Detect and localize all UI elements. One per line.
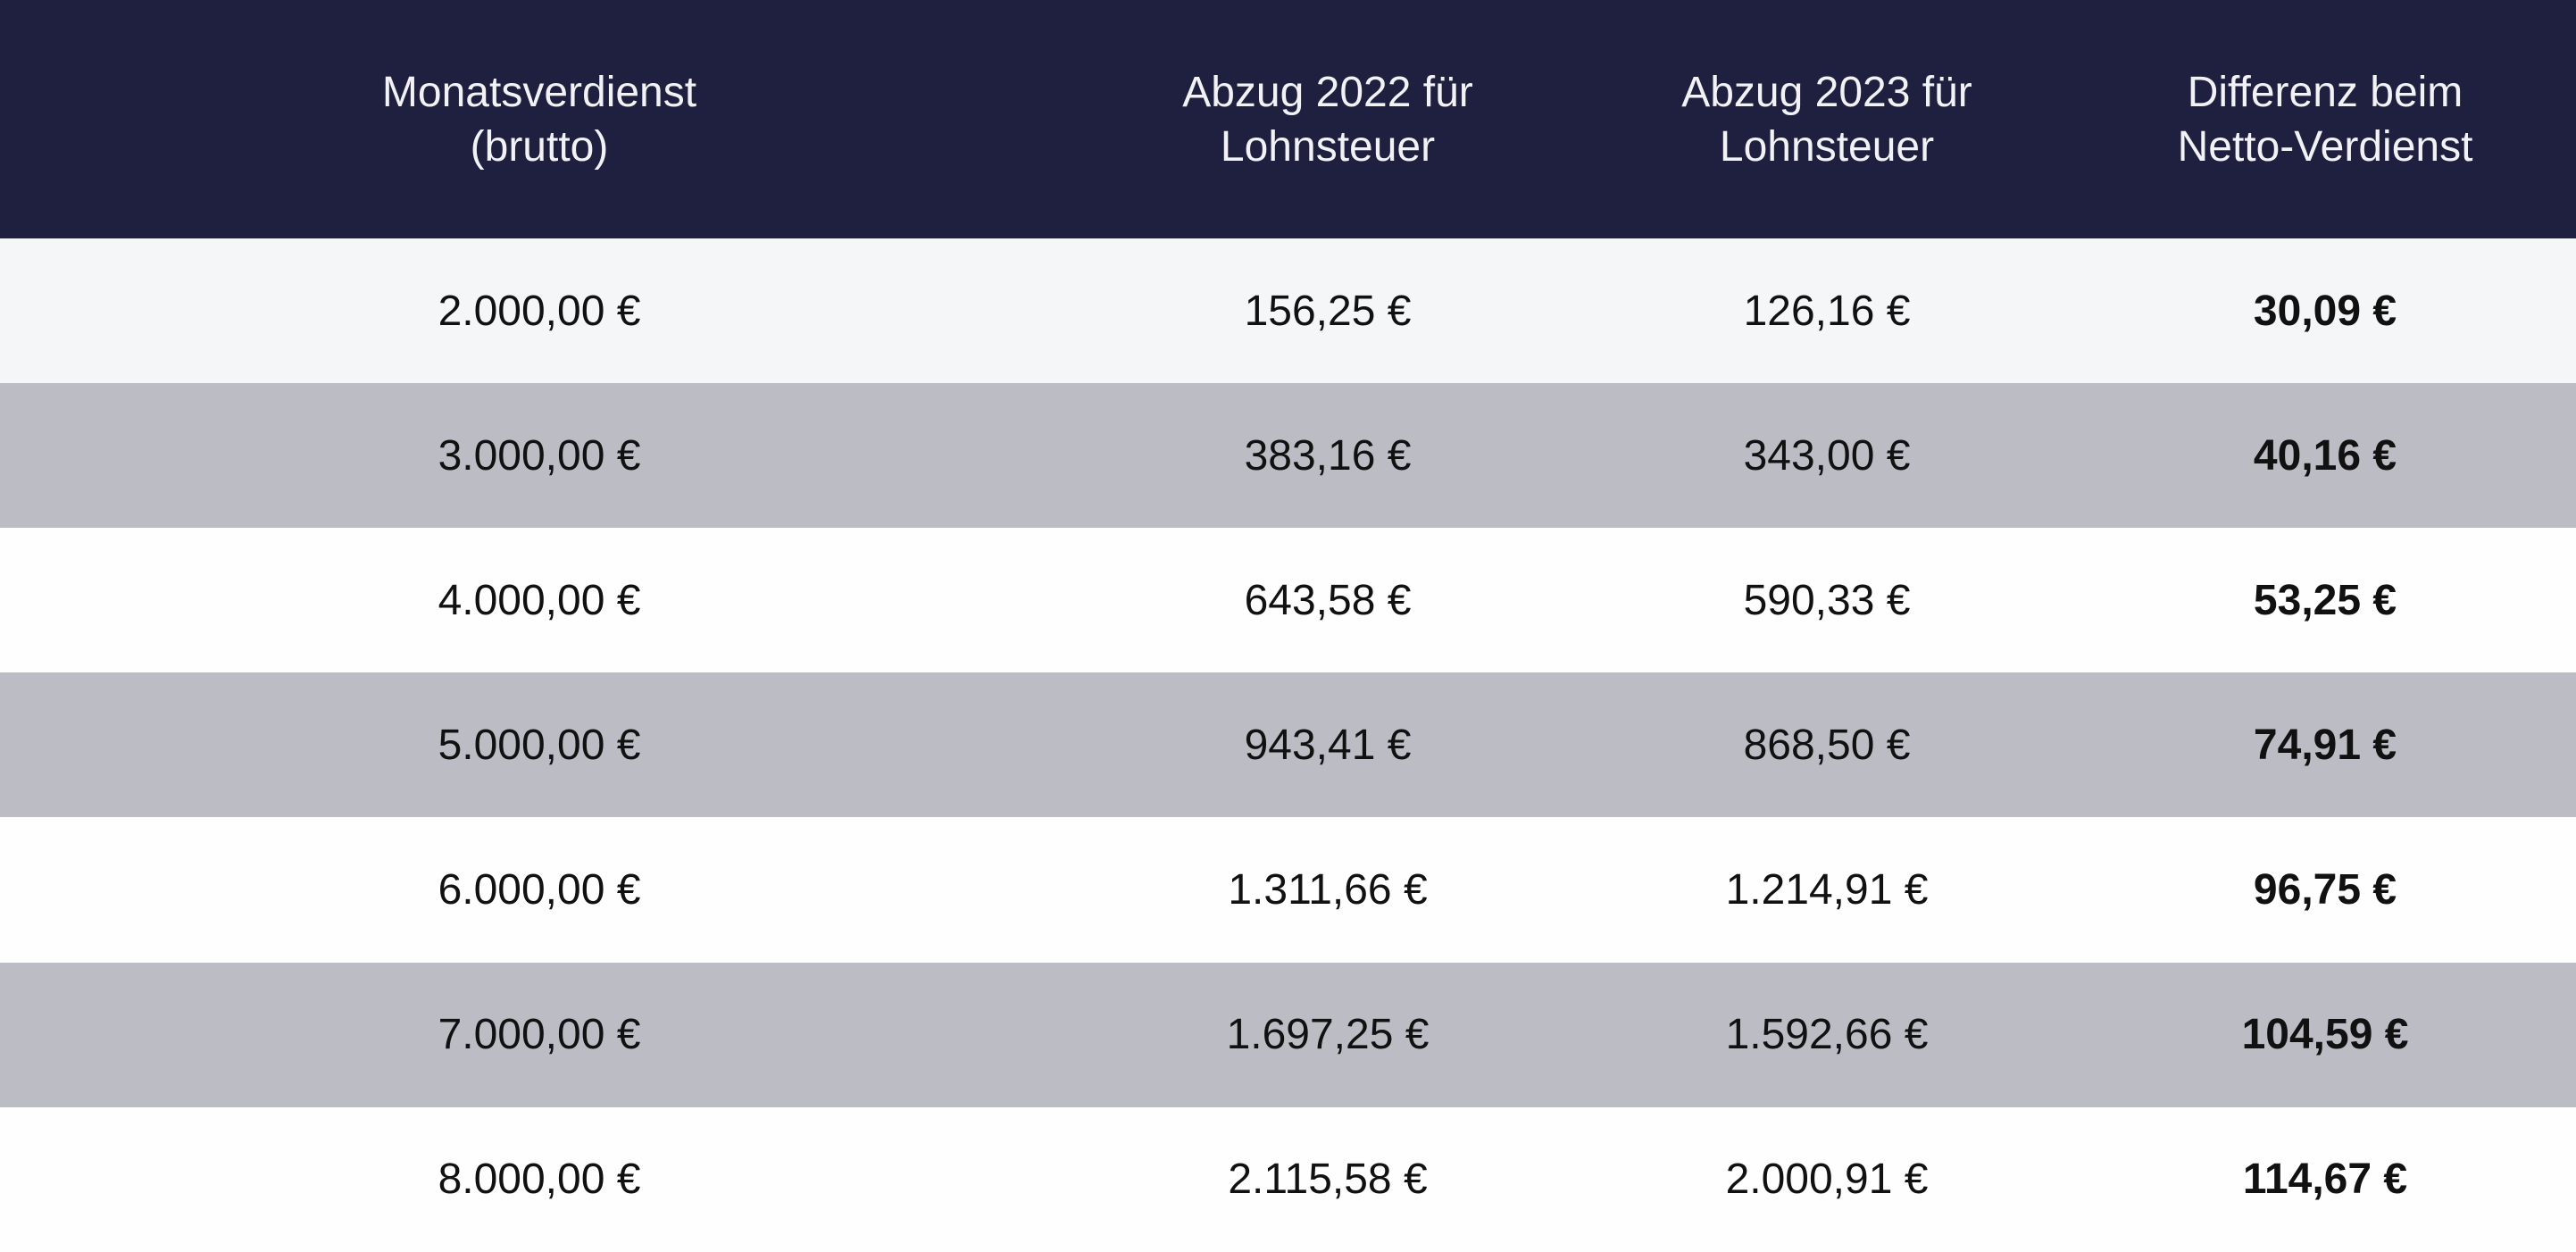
table-cell: 114,67 € (2242, 1156, 2408, 1204)
table-cell: 74,91 € (2253, 721, 2397, 769)
table-cell: 4.000,00 € (438, 576, 641, 624)
header-text: Monatsverdienst (381, 68, 697, 116)
table-cell: 383,16 € (1244, 431, 1412, 480)
table-cell: 8.000,00 € (438, 1156, 641, 1204)
header-text: Lohnsteuer (1719, 122, 1935, 171)
header-text: Abzug 2022 für (1182, 68, 1473, 116)
table-cell: 7.000,00 € (438, 1011, 641, 1059)
table-row: 4.000,00 € 643,58 € 590,33 € 53,25 € (0, 528, 2576, 673)
table-cell: 868,50 € (1743, 721, 1911, 769)
table-cell: 3.000,00 € (438, 431, 641, 480)
table-cell: 5.000,00 € (438, 721, 641, 769)
table-cell: 343,00 € (1743, 431, 1911, 480)
header-text: Lohnsteuer (1220, 122, 1436, 171)
header-cell: Abzug 2022 für Lohnsteuer (1015, 0, 1640, 238)
table-cell: 1.311,66 € (1228, 866, 1428, 914)
table-cell: 96,75 € (2253, 866, 2397, 914)
table-cell: 156,25 € (1244, 287, 1412, 335)
table-header: Monatsverdienst (brutto) Abzug 2022 für Loh… (0, 0, 2576, 238)
table-cell: 1.214,91 € (1725, 866, 1929, 914)
header-cell: Monatsverdienst (brutto) (227, 0, 852, 238)
header-cell: Differenz beim Netto-Verdienst (2013, 0, 2576, 238)
table-cell: 40,16 € (2253, 431, 2397, 480)
table-cell: 2.000,91 € (1725, 1156, 1929, 1204)
table-cell: 1.592,66 € (1725, 1011, 1929, 1059)
header-cell: Abzug 2023 für Lohnsteuer (1514, 0, 2139, 238)
table-row: 2.000,00 € 156,25 € 126,16 € 30,09 € (0, 238, 2576, 383)
table-row: 3.000,00 € 383,16 € 343,00 € 40,16 € (0, 383, 2576, 529)
table-cell: 943,41 € (1244, 721, 1412, 769)
table-cell: 590,33 € (1743, 576, 1911, 624)
table-row: 7.000,00 € 1.697,25 € 1.592,66 € 104,59 € (0, 962, 2576, 1107)
table-row: 6.000,00 € 1.311,66 € 1.214,91 € 96,75 € (0, 817, 2576, 963)
header-text: Abzug 2023 für (1681, 68, 1972, 116)
header-text: Differenz beim (2187, 68, 2463, 116)
header-text: Netto-Verdienst (2177, 122, 2473, 171)
table-cell: 643,58 € (1244, 576, 1412, 624)
table-cell: 6.000,00 € (438, 866, 641, 914)
table-row: 5.000,00 € 943,41 € 868,50 € 74,91 € (0, 672, 2576, 818)
table-cell: 2.115,58 € (1228, 1156, 1428, 1204)
table-cell: 1.697,25 € (1226, 1011, 1430, 1059)
header-text: (brutto) (470, 122, 609, 171)
table-cell: 30,09 € (2253, 287, 2397, 335)
table-cell: 126,16 € (1743, 287, 1911, 335)
table-row: 8.000,00 € 2.115,58 € 2.000,91 € 114,67 € (0, 1106, 2576, 1252)
table-cell: 53,25 € (2253, 576, 2397, 624)
table-cell: 2.000,00 € (438, 287, 641, 335)
table-cell: 104,59 € (2241, 1011, 2409, 1059)
